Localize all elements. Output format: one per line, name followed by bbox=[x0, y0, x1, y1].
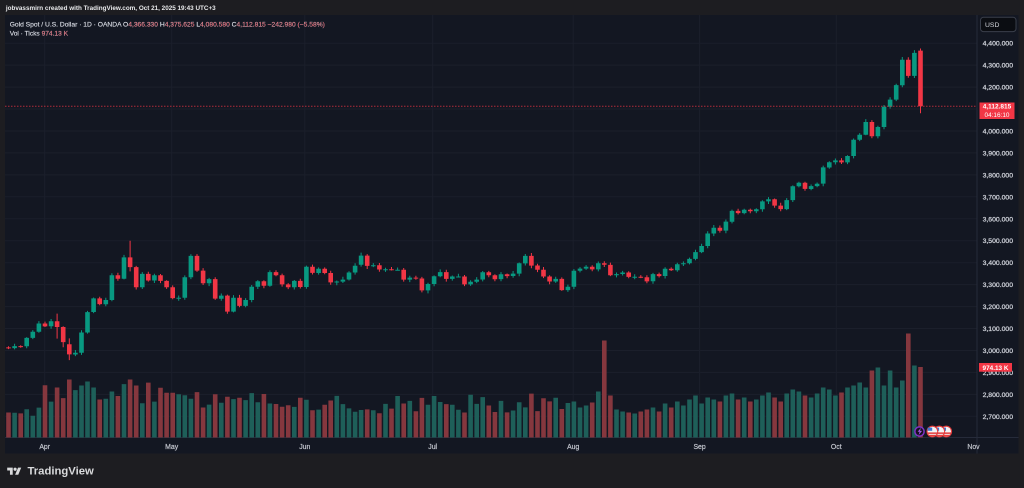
svg-text:Jun: Jun bbox=[299, 444, 310, 451]
svg-text:May: May bbox=[165, 444, 179, 451]
svg-text:4,200.000: 4,200.000 bbox=[983, 85, 1014, 92]
svg-text:USD: USD bbox=[985, 22, 999, 29]
svg-text:jobvassmirn created with Tradi: jobvassmirn created with TradingView.com… bbox=[5, 5, 216, 12]
svg-text:Oct: Oct bbox=[831, 444, 842, 451]
svg-text:4,300.000: 4,300.000 bbox=[983, 63, 1014, 70]
svg-text:Nov: Nov bbox=[967, 444, 980, 451]
svg-text:3,700.000: 3,700.000 bbox=[983, 194, 1014, 201]
svg-text:3,100.000: 3,100.000 bbox=[983, 326, 1014, 333]
svg-text:2,700.000: 2,700.000 bbox=[983, 414, 1014, 421]
svg-text:TradingView: TradingView bbox=[28, 466, 95, 478]
svg-text:Gold Spot / U.S. Dollar · 1D ·: Gold Spot / U.S. Dollar · 1D · OANDA O4,… bbox=[10, 22, 325, 29]
svg-text:3,600.000: 3,600.000 bbox=[983, 216, 1014, 223]
svg-text:2,900.000: 2,900.000 bbox=[983, 370, 1014, 377]
svg-text:2,800.000: 2,800.000 bbox=[983, 392, 1014, 399]
svg-text:3,900.000: 3,900.000 bbox=[983, 150, 1014, 157]
svg-text:Sep: Sep bbox=[693, 444, 705, 451]
svg-text:3,000.000: 3,000.000 bbox=[983, 348, 1014, 355]
svg-text:4,112.815: 4,112.815 bbox=[983, 104, 1012, 111]
svg-text:Apr: Apr bbox=[39, 444, 50, 451]
svg-text:3,500.000: 3,500.000 bbox=[983, 238, 1014, 245]
svg-text:3,200.000: 3,200.000 bbox=[983, 304, 1014, 311]
svg-text:04:16:10: 04:16:10 bbox=[985, 112, 1010, 119]
svg-text:Jul: Jul bbox=[428, 444, 437, 451]
svg-text:3,400.000: 3,400.000 bbox=[983, 260, 1014, 267]
svg-text:Vol · Ticks 974.13 K: Vol · Ticks 974.13 K bbox=[10, 30, 69, 37]
svg-text:3,300.000: 3,300.000 bbox=[983, 282, 1014, 289]
svg-text:4,000.000: 4,000.000 bbox=[983, 129, 1014, 136]
svg-text:974.13 K: 974.13 K bbox=[983, 365, 1009, 372]
svg-text:4,400.000: 4,400.000 bbox=[983, 41, 1014, 48]
svg-text:3,800.000: 3,800.000 bbox=[983, 172, 1014, 179]
svg-text:Aug: Aug bbox=[567, 444, 579, 451]
